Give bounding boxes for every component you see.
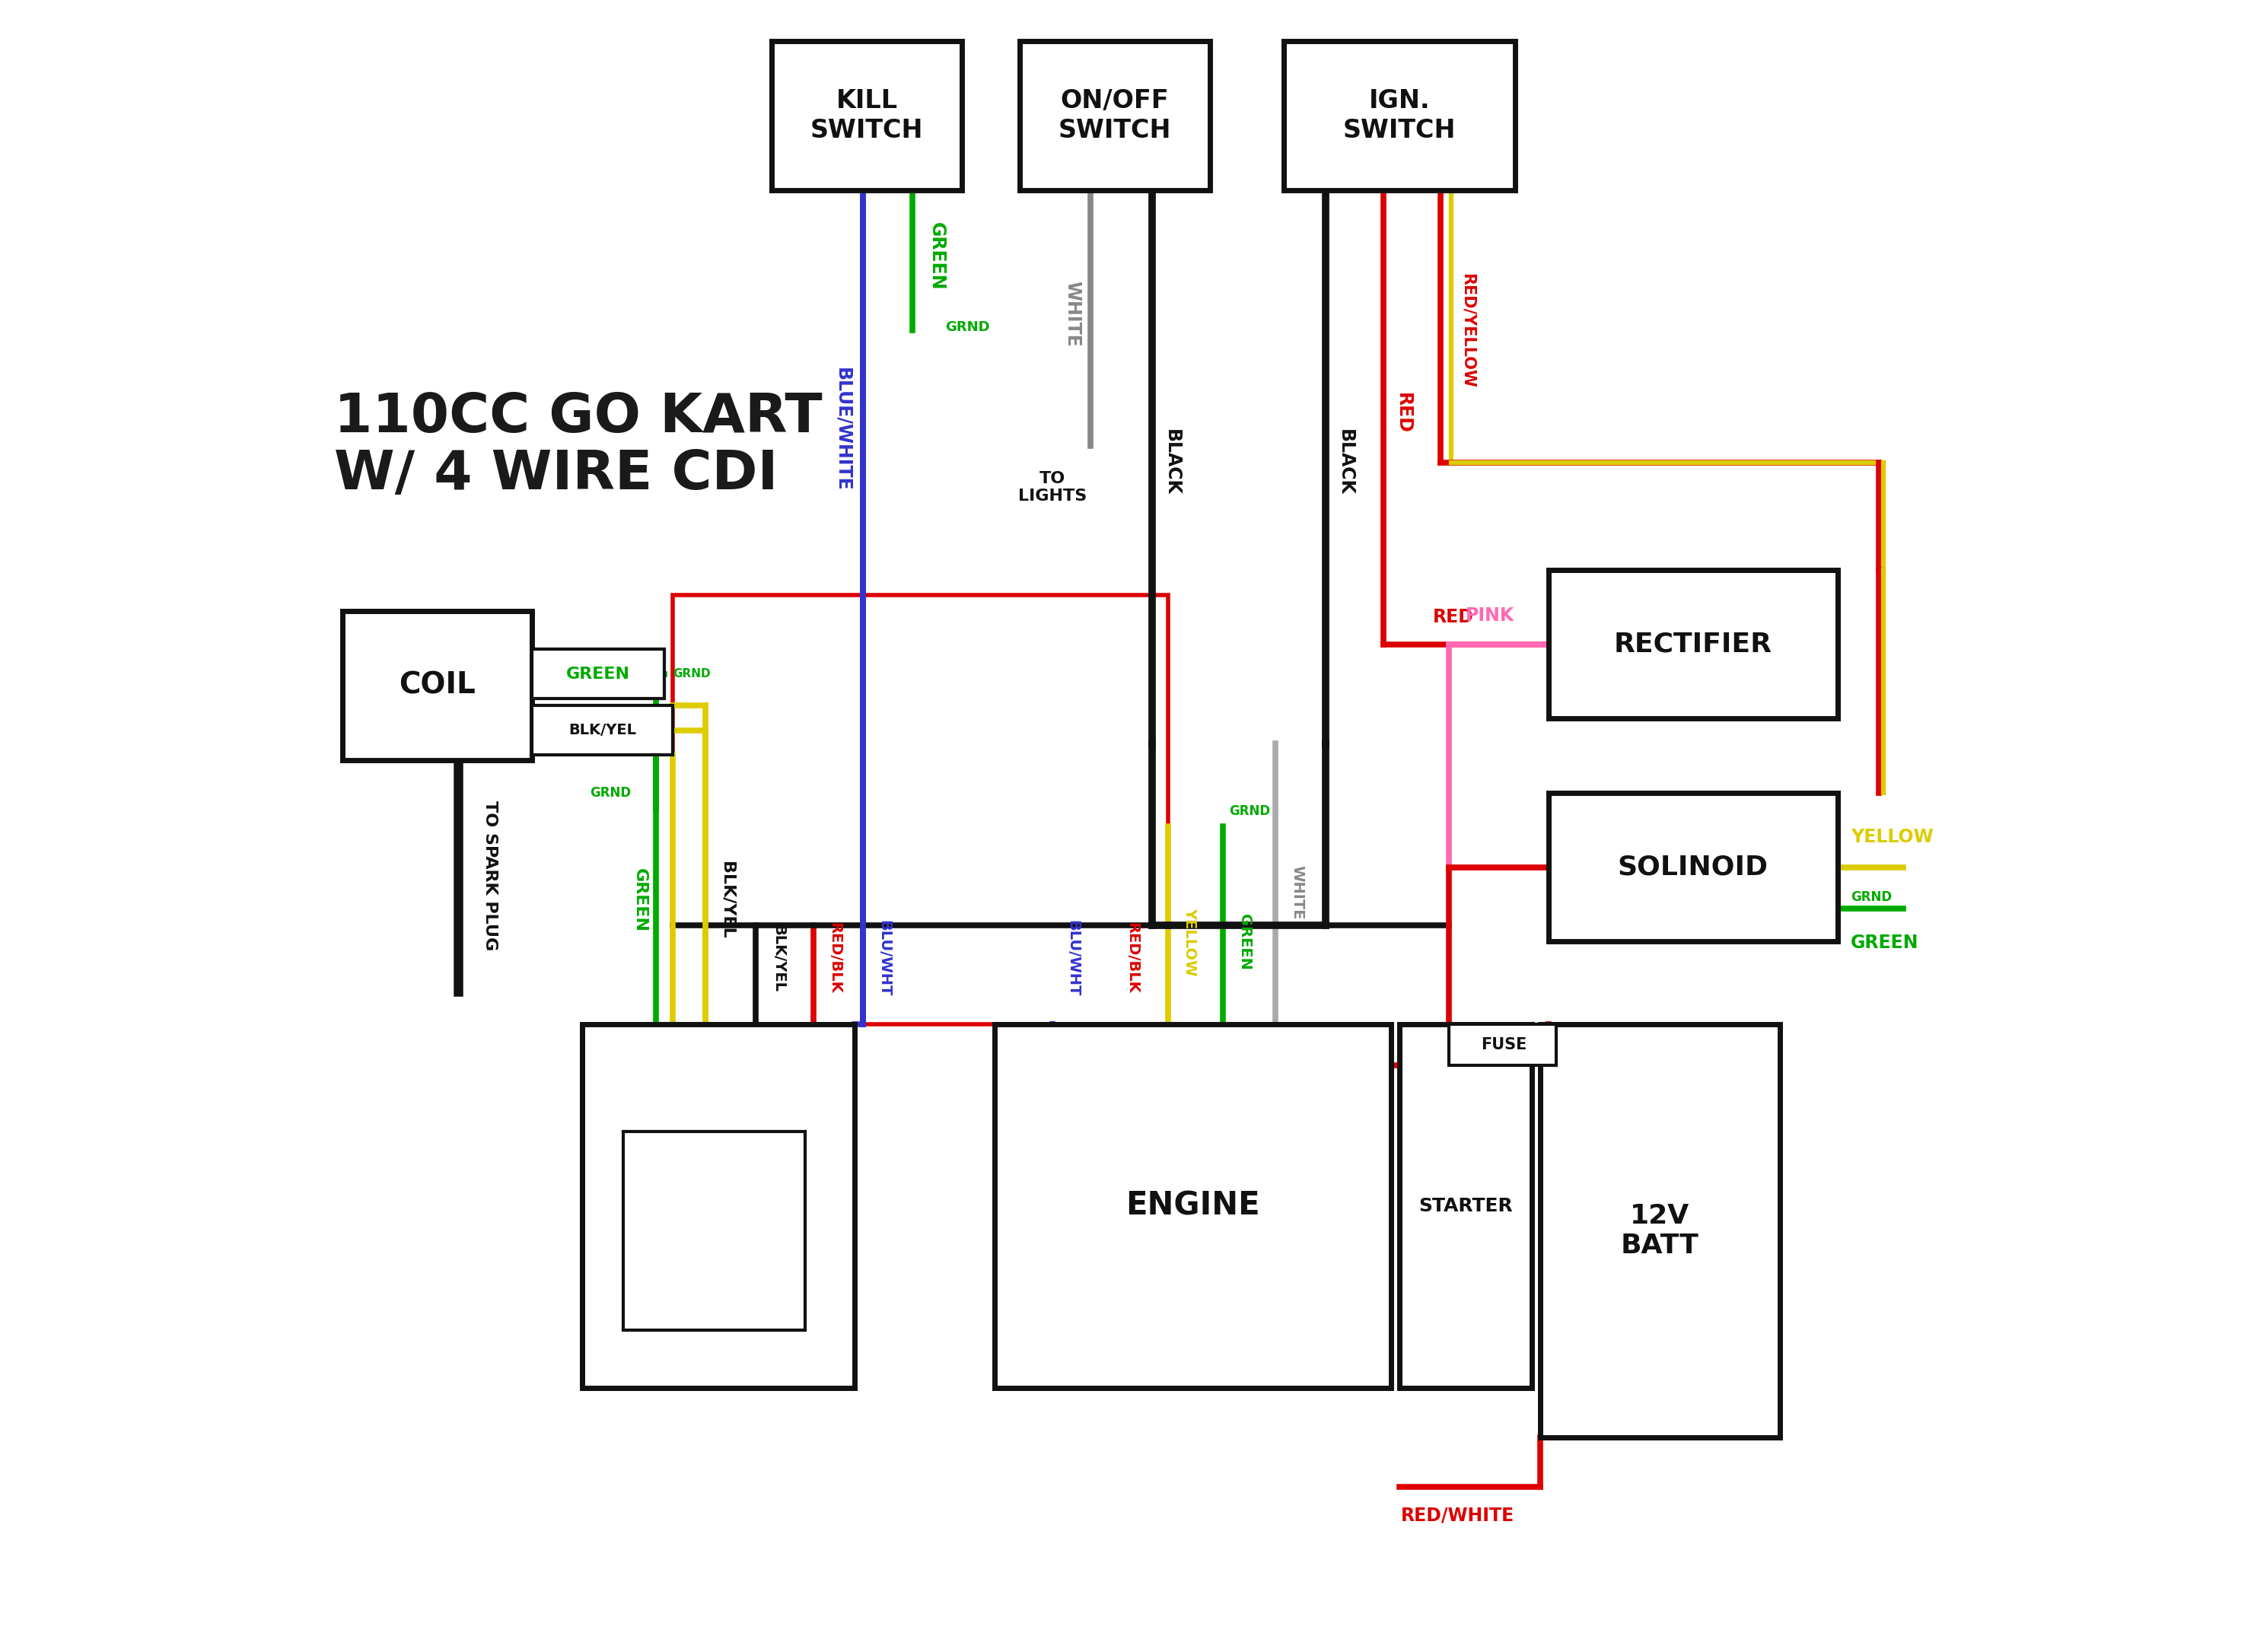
Text: BLK/YEL: BLK/YEL: [568, 724, 636, 737]
Bar: [532, 705, 672, 755]
Text: GREEN: GREEN: [1851, 933, 1918, 952]
Text: COIL: COIL: [399, 671, 476, 700]
Text: TO SPARK PLUG: TO SPARK PLUG: [482, 801, 498, 950]
Text: TO
LIGHTS: TO LIGHTS: [1019, 471, 1086, 504]
Text: YELLOW: YELLOW: [1851, 828, 1934, 846]
Text: YELLOW: YELLOW: [1183, 907, 1197, 976]
Text: RED/WHITE: RED/WHITE: [1400, 1507, 1515, 1525]
Text: ON/OFF
SWITCH: ON/OFF SWITCH: [1057, 89, 1172, 142]
Bar: [1548, 793, 1837, 942]
Text: WHITE: WHITE: [1064, 281, 1082, 347]
Bar: [582, 1024, 854, 1388]
Bar: [1019, 41, 1210, 190]
Bar: [771, 41, 962, 190]
Text: RED/BLK: RED/BLK: [1125, 922, 1138, 995]
Bar: [622, 1132, 805, 1330]
Text: GRND: GRND: [944, 320, 990, 334]
Bar: [343, 611, 532, 760]
Text: GREEN: GREEN: [566, 666, 631, 682]
Text: GREEN: GREEN: [631, 869, 647, 932]
Text: SOLINOID: SOLINOID: [1618, 854, 1767, 881]
Bar: [1539, 1024, 1781, 1437]
Text: STARTER: STARTER: [1418, 1196, 1512, 1216]
Text: RED: RED: [1434, 608, 1474, 626]
Text: GREEN: GREEN: [1237, 914, 1251, 970]
Text: BLK/YEL: BLK/YEL: [719, 862, 735, 938]
Text: PINK: PINK: [1465, 606, 1515, 624]
Text: CDI: CDI: [687, 1189, 748, 1222]
Text: GRND: GRND: [672, 669, 710, 679]
Text: RED/BLK: RED/BLK: [827, 922, 841, 995]
Text: BLK/YEL: BLK/YEL: [771, 925, 787, 991]
Bar: [532, 649, 665, 699]
Text: GREEN: GREEN: [929, 221, 947, 291]
Text: BLACK: BLACK: [1163, 430, 1181, 496]
Bar: [1548, 570, 1837, 719]
Text: GRND: GRND: [591, 786, 631, 800]
Text: KILL
SWITCH: KILL SWITCH: [809, 89, 924, 142]
Text: RED: RED: [1393, 393, 1411, 433]
Bar: [994, 1024, 1391, 1388]
Text: IGN.
SWITCH: IGN. SWITCH: [1343, 89, 1456, 142]
Text: 12V
BATT: 12V BATT: [1621, 1203, 1700, 1259]
Text: GRND: GRND: [1228, 805, 1271, 818]
Text: ENGINE: ENGINE: [1127, 1189, 1260, 1222]
Text: BLUE/WHITE: BLUE/WHITE: [834, 368, 852, 491]
Text: GRND: GRND: [1851, 890, 1891, 904]
Text: BLU/WHT: BLU/WHT: [1066, 920, 1080, 996]
Text: BLU/WHT: BLU/WHT: [877, 920, 890, 996]
Text: 110CC GO KART
W/ 4 WIRE CDI: 110CC GO KART W/ 4 WIRE CDI: [334, 392, 823, 501]
Text: FUSE: FUSE: [1481, 1037, 1526, 1052]
Bar: [1449, 1024, 1558, 1066]
Text: RED/YELLOW: RED/YELLOW: [1461, 273, 1474, 388]
Bar: [672, 595, 1168, 1024]
Bar: [1400, 1024, 1533, 1388]
Text: BLACK: BLACK: [1337, 430, 1355, 496]
Text: WHITE: WHITE: [1289, 866, 1305, 919]
Bar: [1285, 41, 1515, 190]
Text: RECTIFIER: RECTIFIER: [1614, 631, 1772, 657]
